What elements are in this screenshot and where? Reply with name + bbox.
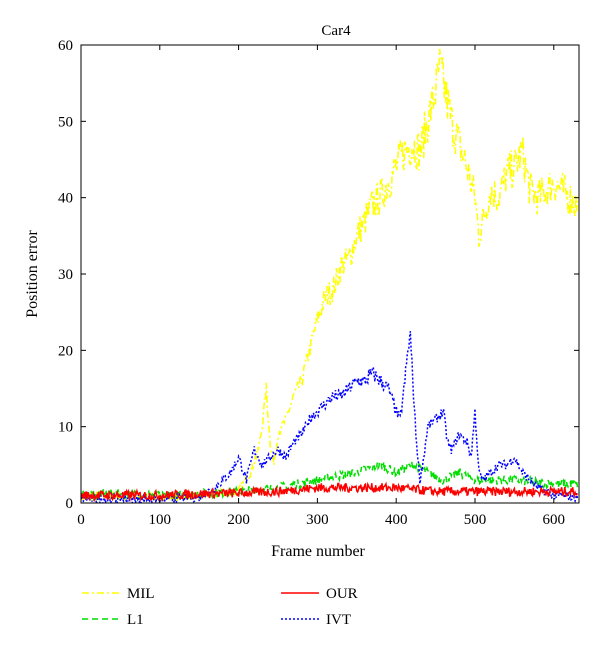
series-line-mil (81, 48, 579, 503)
y-tick-label: 30 (58, 267, 73, 283)
plot-frame (80, 44, 580, 504)
series-line-our (81, 481, 579, 503)
legend-label-ivt: IVT (326, 612, 351, 628)
y-tick-label: 20 (58, 343, 73, 359)
series-line-ivt (81, 331, 579, 503)
x-tick-label: 400 (385, 512, 408, 528)
legend: MIL OUR L1 IVT (82, 586, 358, 628)
plot-area: 0 100 200 300 400 500 600 0 10 20 30 40 50 60 (58, 38, 580, 528)
y-tick-label: 40 (58, 191, 73, 207)
y-axis-label: Position error (24, 230, 41, 318)
legend-label-mil: MIL (127, 586, 155, 602)
x-tick-label: 300 (306, 512, 329, 528)
legend-label-l1: L1 (127, 612, 144, 628)
x-tick-label: 0 (77, 512, 85, 528)
x-tick-label: 100 (149, 512, 172, 528)
legend-label-our: OUR (326, 586, 358, 602)
chart-title: Car4 (321, 23, 351, 39)
y-tick-label: 0 (66, 496, 74, 512)
x-tick-label: 500 (464, 512, 487, 528)
y-tick-label: 60 (58, 38, 73, 54)
x-tick-label: 200 (227, 512, 250, 528)
y-tick-label: 50 (58, 114, 73, 130)
x-axis-label: Frame number (271, 543, 365, 560)
y-tick-label: 10 (58, 420, 73, 436)
x-tick-label: 600 (543, 512, 566, 528)
